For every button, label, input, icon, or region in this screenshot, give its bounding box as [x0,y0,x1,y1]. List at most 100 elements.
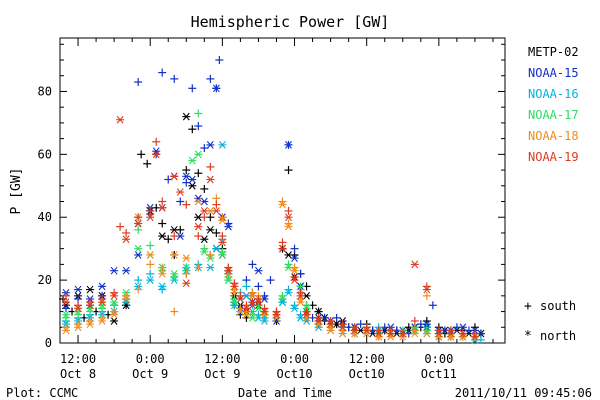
point-south-noaa-18 [122,291,131,300]
point-south-noaa-15 [356,320,365,329]
point-north-noaa-17 [188,156,197,165]
point-south-noaa-15 [452,323,461,332]
point-south-noaa-15 [158,68,167,77]
legend-entry-noaa-15: NOAA-15 [528,66,579,80]
point-south-noaa-19 [434,326,443,335]
point-north-noaa-19 [182,279,191,288]
point-south-noaa-19 [212,200,221,209]
point-south-noaa-17 [74,310,83,319]
point-south-noaa-18 [422,291,431,300]
point-south-noaa-15 [284,140,293,149]
point-north-noaa-16 [146,276,155,284]
point-north-noaa-17 [194,150,203,159]
point-south-noaa-18 [62,323,71,332]
point-south-noaa-16 [284,285,293,294]
point-north-noaa-19 [200,207,209,215]
plot-timestamp: 2011/10/11 09:45:06 [455,386,592,400]
point-south-noaa-19 [206,162,215,171]
point-south-noaa-15 [170,74,179,83]
point-south-noaa-17 [194,109,203,118]
y-tick-label: 20 [38,273,52,287]
point-south-noaa-18 [290,263,299,272]
x-axis-label: Date and Time [238,386,332,400]
point-south-noaa-17 [278,291,287,300]
point-south-noaa-19 [236,291,245,300]
point-south-noaa-19 [218,232,227,241]
point-north-noaa-18 [170,251,179,259]
x-tick-label-time: 12:00 [349,352,385,366]
point-south-noaa-15 [254,282,263,291]
point-south-metp-02 [200,184,209,193]
point-south-noaa-19 [338,320,347,329]
point-south-noaa-18 [248,288,257,297]
y-tick-label: 60 [38,147,52,161]
point-south-noaa-18 [98,313,107,322]
point-south-noaa-19 [422,282,431,291]
x-tick-label-date: Oct 8 [60,367,96,381]
point-south-noaa-16 [146,269,155,278]
marker-legend-label-north: north [540,329,576,343]
point-south-noaa-19 [254,294,263,303]
point-north-noaa-15 [74,285,83,294]
point-north-noaa-19 [116,115,125,124]
point-south-noaa-17 [284,260,293,269]
point-south-noaa-19 [278,238,287,247]
x-tick-label-time: 12:00 [60,352,96,366]
point-north-noaa-19 [278,244,287,253]
x-tick-label-date: Oct10 [276,367,312,381]
point-south-noaa-18 [110,307,119,316]
point-south-noaa-18 [284,219,293,228]
point-south-noaa-19 [122,228,131,237]
point-north-noaa-18 [422,329,431,338]
point-north-metp-02 [206,225,215,234]
point-south-noaa-19 [152,137,161,146]
point-north-noaa-19 [152,150,161,159]
point-north-noaa-19 [284,213,293,222]
point-north-noaa-19 [134,219,143,228]
point-south-noaa-19 [98,294,107,303]
point-south-noaa-15 [134,78,143,87]
x-tick-label-date: Oct 9 [132,367,168,381]
point-south-noaa-15 [212,84,221,93]
point-south-noaa-16 [134,276,143,285]
point-south-noaa-15 [194,122,203,131]
point-south-noaa-15 [215,56,224,65]
y-tick-label: 0 [45,336,52,350]
point-north-noaa-19 [176,188,185,196]
point-north-noaa-19 [206,175,215,184]
point-south-noaa-19 [446,326,455,335]
point-north-noaa-19 [170,172,179,181]
point-south-noaa-18 [182,269,191,278]
point-south-noaa-19 [386,326,395,335]
point-south-noaa-15 [332,313,341,322]
point-north-noaa-18 [194,197,203,206]
point-south-noaa-19 [260,304,269,313]
point-south-noaa-18 [278,197,287,206]
point-south-noaa-18 [146,260,155,269]
point-north-noaa-19 [194,222,203,231]
x-tick-label-date: Oct11 [421,367,457,381]
legend-entry-noaa-18: NOAA-18 [528,129,579,143]
point-south-noaa-16 [158,285,167,294]
point-south-noaa-19 [146,206,155,215]
x-tick-label-time: 0:00 [136,352,165,366]
point-south-metp-02 [194,169,203,178]
point-north-metp-02 [188,181,197,190]
chart-title: Hemispheric Power [GW] [191,13,390,31]
point-north-noaa-19 [158,203,167,212]
marker-legend-symbol: + [524,299,532,314]
point-south-metp-02 [284,166,293,175]
legend-entry-noaa-16: NOAA-16 [528,87,579,101]
point-north-noaa-19 [62,298,71,306]
point-south-noaa-17 [200,244,209,253]
point-north-noaa-15 [254,266,263,275]
x-tick-label-time: 12:00 [204,352,240,366]
point-south-noaa-18 [134,285,143,294]
point-north-noaa-15 [188,175,197,184]
point-north-noaa-19 [410,260,419,269]
point-north-noaa-17 [134,244,143,253]
plot-frame [59,37,506,344]
point-south-noaa-19 [134,213,143,222]
point-south-noaa-15 [266,276,275,285]
